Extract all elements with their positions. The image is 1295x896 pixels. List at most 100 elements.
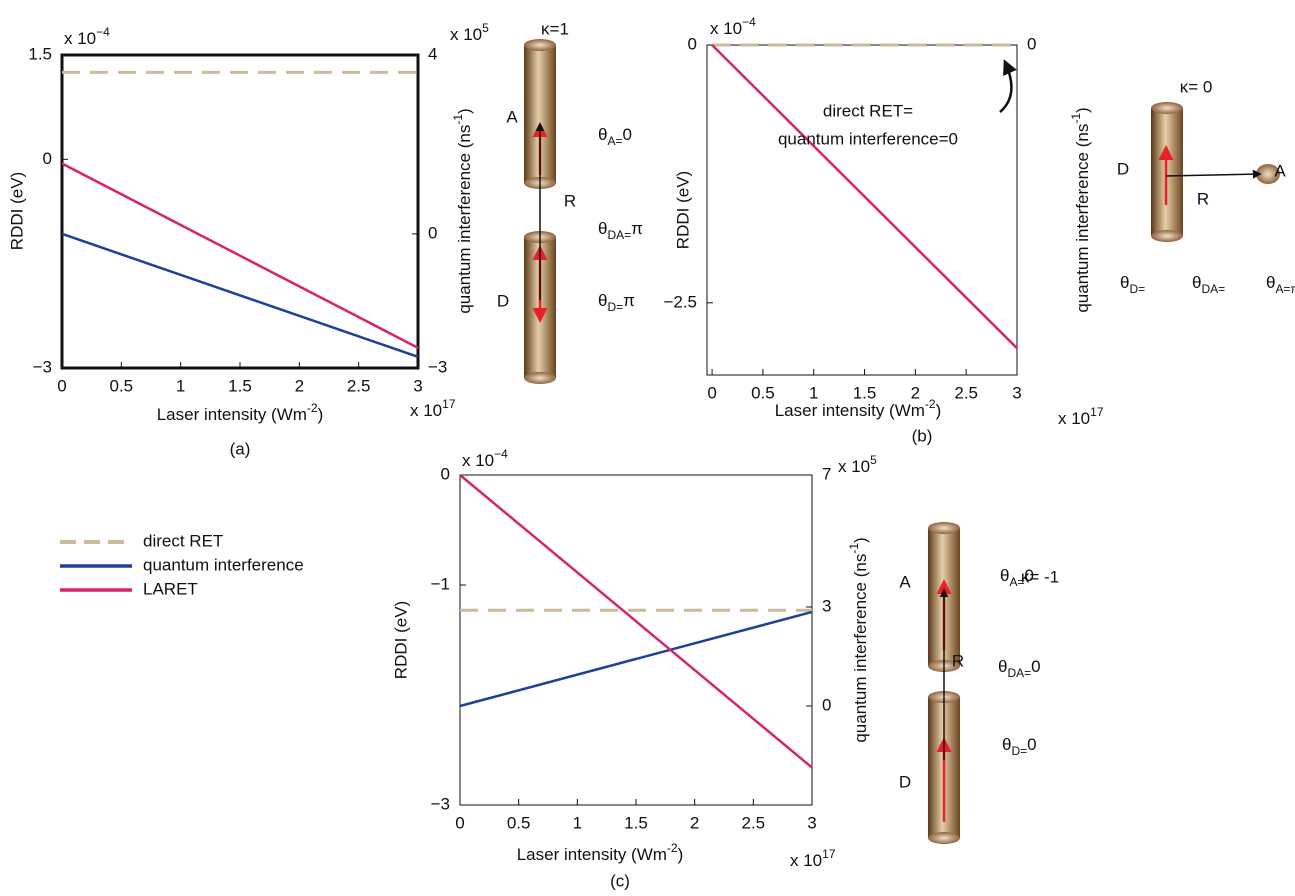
angle-label-part: 0: [622, 125, 631, 144]
x-tick-label: 2.5: [742, 813, 766, 832]
y2-multiplier-part: 5: [482, 21, 489, 35]
y-tick-label: −3: [431, 794, 450, 813]
angle-label: θD=π: [598, 291, 635, 314]
y2-axis-label-part: quantum interference (ns: [851, 554, 870, 743]
x-axis-label-part: -2: [667, 841, 678, 855]
y2-multiplier: x 105: [450, 21, 489, 44]
rod-cap: [1151, 230, 1183, 242]
angle-label-part: D=: [1011, 744, 1027, 758]
x-multiplier-part: x 10: [790, 851, 822, 870]
x-tick-label: 1: [573, 813, 582, 832]
x-tick-label: 0: [707, 383, 716, 402]
x-axis-label-part: -2: [307, 401, 318, 415]
x-multiplier-part: 17: [1090, 405, 1104, 419]
x-axis-label-part: ): [678, 845, 684, 864]
angle-label: θA=π/2: [1266, 273, 1295, 296]
x-tick-label: 1: [809, 383, 818, 402]
angle-label: θD=0: [1002, 735, 1037, 758]
plot-frame: [706, 44, 1018, 376]
x-tick-label: 2.5: [347, 376, 371, 395]
series-line: [459, 474, 813, 769]
rod-cap: [928, 522, 960, 534]
x-tick-label: 0: [455, 813, 464, 832]
angle-label: θDA=: [1192, 273, 1225, 296]
y2-axis-label-part: -1: [847, 543, 861, 554]
y-multiplier-part: x 10: [64, 29, 96, 48]
angle-label-part: 0: [1024, 566, 1033, 585]
diagram-label: R: [952, 651, 964, 670]
x-tick-label: 2.5: [954, 383, 978, 402]
y2-tick-label: 7: [822, 464, 831, 483]
y2-axis-label-part: quantum interference (ns: [1073, 124, 1092, 313]
annotation: direct RET=: [823, 101, 913, 120]
y-tick-label: 0: [441, 464, 450, 483]
x-axis-label: Laser intensity (Wm-2): [157, 401, 324, 424]
diagram-label: R: [564, 191, 576, 210]
x-axis-label-part: Laser intensity (Wm: [517, 845, 667, 864]
series-line: [459, 610, 813, 708]
y2-multiplier-part: x 10: [838, 457, 870, 476]
angle-label-part: A=: [1009, 575, 1024, 589]
y-multiplier: x 10−4: [710, 15, 756, 38]
angle-label-part: θ: [1000, 566, 1009, 585]
angle-label-part: DA=: [1201, 282, 1225, 296]
x-multiplier-part: 17: [822, 847, 836, 861]
x-tick-label: 1.5: [853, 383, 877, 402]
x-multiplier-part: 17: [442, 397, 456, 411]
y2-axis-label: quantum interference (ns-1): [847, 537, 870, 742]
x-axis-label: Laser intensity (Wm-2): [517, 841, 684, 864]
series-line: [711, 44, 1018, 350]
y2-multiplier-part: 5: [870, 453, 877, 467]
angle-label-part: DA=: [607, 228, 631, 242]
annotation: quantum interference=0: [778, 129, 958, 148]
y2-axis-label: quantum interference (ns-1): [1069, 107, 1092, 312]
x-axis-label-part: ): [318, 405, 324, 424]
y-tick-label: 0: [43, 149, 52, 168]
angle-label: θA=0: [1000, 566, 1034, 589]
y2-tick-label: −3: [428, 357, 447, 376]
y2-tick-label: 3: [822, 596, 831, 615]
angle-label-part: θ: [1002, 735, 1011, 754]
rod-cap: [524, 39, 556, 51]
y2-axis-label-part: -1: [451, 114, 465, 125]
x-tick-label: 0: [57, 376, 66, 395]
y2-tick-label: 4: [428, 44, 437, 63]
angle-label-part: DA=: [1007, 666, 1031, 680]
x-tick-label: 3: [413, 376, 422, 395]
y-multiplier-part: x 10: [462, 451, 494, 470]
x-multiplier: x 1017: [1058, 405, 1104, 428]
diagram-label: D: [497, 291, 509, 310]
diagram-label: D: [899, 772, 911, 791]
legend-label: LARET: [143, 579, 198, 598]
x-tick-label: 2: [295, 376, 304, 395]
x-tick-label: 2: [690, 813, 699, 832]
annotation-arrow: [999, 59, 1017, 113]
x-axis-label-part: Laser intensity (Wm: [157, 405, 307, 424]
diagram-label: A: [899, 572, 911, 591]
x-tick-label: 2: [911, 383, 920, 402]
angle-label: θD=: [1120, 273, 1145, 296]
series-line: [61, 162, 419, 349]
y-multiplier: x 10−4: [462, 447, 508, 470]
rod-cap: [928, 832, 960, 844]
angle-label-part: θ: [598, 291, 607, 310]
angle-label: θA=0: [598, 125, 632, 148]
y2-tick-label: 0: [1027, 34, 1036, 53]
y2-axis-label: quantum interference (ns-1): [451, 108, 474, 313]
panel-label: (c): [610, 871, 630, 890]
y-axis-label: RDDI (eV): [391, 601, 410, 679]
angle-label-part: D=: [607, 300, 623, 314]
y2-axis-label-part: ): [1073, 107, 1092, 113]
x-tick-label: 0.5: [110, 376, 134, 395]
x-tick-label: 1.5: [624, 813, 648, 832]
y-multiplier-part: x 10: [710, 19, 742, 38]
y-multiplier-part: −4: [742, 15, 756, 29]
x-tick-label: 1.5: [228, 376, 252, 395]
y2-axis-label-part: -1: [1069, 113, 1083, 124]
series-line: [61, 232, 419, 359]
angle-label-part: 0: [1031, 657, 1040, 676]
rod-cap: [1151, 102, 1183, 114]
x-axis-label-part: ): [936, 401, 942, 420]
y2-axis-label-part: ): [851, 537, 870, 543]
